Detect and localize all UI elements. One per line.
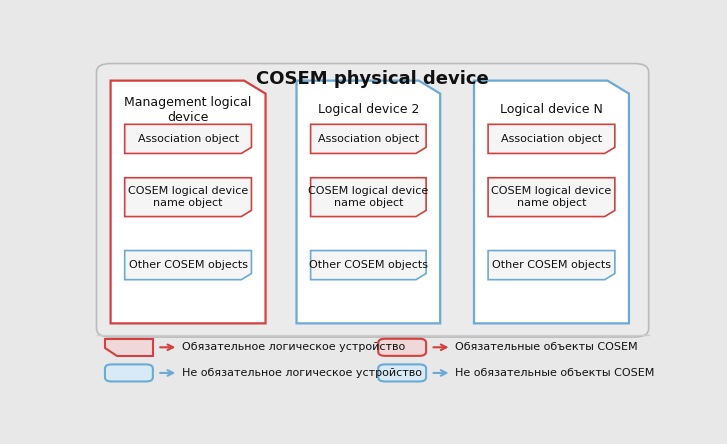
Text: Logical device 2: Logical device 2 [318,103,419,116]
Text: Other COSEM objects: Other COSEM objects [309,260,428,270]
Polygon shape [310,250,426,280]
Polygon shape [297,81,441,323]
Text: Other COSEM objects: Other COSEM objects [129,260,248,270]
Text: COSEM logical device
name object: COSEM logical device name object [128,186,248,208]
Text: Обязательное логическое устройство: Обязательное логическое устройство [182,342,406,352]
Text: Association object: Association object [501,134,602,144]
Text: Association object: Association object [137,134,238,144]
Text: Other COSEM objects: Other COSEM objects [492,260,611,270]
Polygon shape [310,124,426,154]
Polygon shape [125,178,252,217]
Polygon shape [310,178,426,217]
Polygon shape [474,81,629,323]
Text: Обязательные объекты COSEM: Обязательные объекты COSEM [455,342,638,352]
Polygon shape [105,339,153,356]
Polygon shape [111,81,265,323]
Text: Не обязательное логическое устройство: Не обязательное логическое устройство [182,368,422,378]
Text: Management logical
device: Management logical device [124,96,252,124]
FancyBboxPatch shape [105,365,153,381]
Polygon shape [488,124,615,154]
Polygon shape [488,250,615,280]
FancyBboxPatch shape [378,365,426,381]
FancyBboxPatch shape [378,339,426,356]
Text: COSEM logical device
name object: COSEM logical device name object [308,186,428,208]
Polygon shape [125,250,252,280]
Polygon shape [488,178,615,217]
Text: COSEM logical device
name object: COSEM logical device name object [491,186,611,208]
Text: Association object: Association object [318,134,419,144]
Text: COSEM physical device: COSEM physical device [256,70,489,88]
Text: Logical device N: Logical device N [500,103,603,116]
Text: Не обязательные объекты COSEM: Не обязательные объекты COSEM [455,368,655,378]
Polygon shape [125,124,252,154]
FancyBboxPatch shape [97,63,648,337]
